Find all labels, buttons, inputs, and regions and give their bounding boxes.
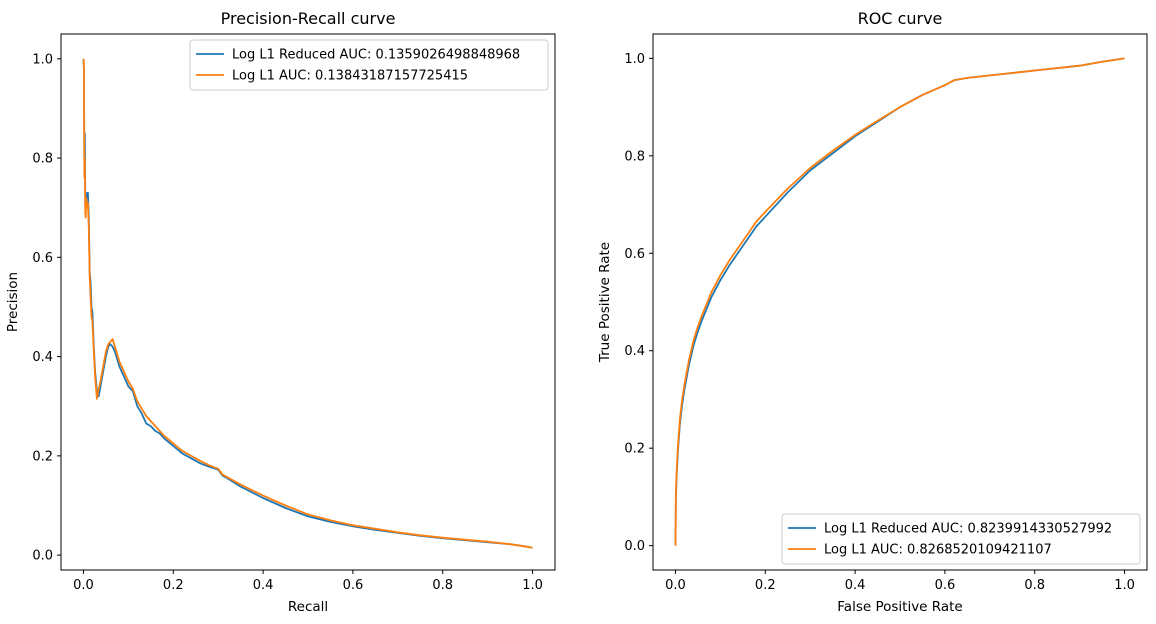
x-tick-label: 0.8 <box>432 578 453 593</box>
y-tick-label: 0.0 <box>32 549 53 564</box>
x-tick-label: 0.6 <box>935 578 956 593</box>
precision-recall-panel: Precision-Recall curve 0.0 0.2 0.4 0.6 0.8 1.0… <box>5 9 556 615</box>
x-tick-label: 0.0 <box>73 578 94 593</box>
x-axis-label: False Positive Rate <box>837 599 962 615</box>
plot-frame <box>652 33 1148 571</box>
series-line-2 <box>674 57 1125 546</box>
series-line-2 <box>82 58 533 549</box>
y-tick-label: 0.6 <box>624 247 645 262</box>
x-tick-label: 0.4 <box>253 578 274 593</box>
x-axis-label: Recall <box>288 599 328 615</box>
y-tick-label: 0.2 <box>624 442 645 457</box>
x-tick-label: 0.2 <box>163 578 184 593</box>
roc-panel: ROC curve 0.0 0.2 0.4 0.6 0.8 1.0 0.0 0.2 0.4 0.6 0… <box>597 9 1148 615</box>
chart-title: ROC curve <box>858 9 943 28</box>
x-tick-label: 1.0 <box>1114 578 1135 593</box>
y-tick-label: 0.4 <box>32 350 53 365</box>
x-tick-label: 1.0 <box>522 578 543 593</box>
y-tick-label: 0.2 <box>32 449 53 464</box>
legend-box <box>781 513 1141 565</box>
legend-label-1: Log L1 Reduced AUC: 0.1359026498848968 <box>232 48 520 63</box>
legend: Log L1 Reduced AUC: 0.1359026498848968 Lo… <box>189 39 549 91</box>
chart-title: Precision-Recall curve <box>221 9 396 28</box>
y-tick-label: 0.8 <box>624 149 645 164</box>
x-tick-label: 0.0 <box>665 578 686 593</box>
y-tick-label: 1.0 <box>32 52 53 67</box>
series-line-1 <box>82 58 533 549</box>
y-axis-label: Precision <box>5 272 21 332</box>
legend-label-2: Log L1 AUC: 0.13843187157725415 <box>232 69 468 84</box>
y-tick-label: 1.0 <box>624 52 645 67</box>
legend: Log L1 Reduced AUC: 0.8239914330527992 Lo… <box>781 513 1141 565</box>
series-line-1 <box>674 57 1125 546</box>
x-tick-label: 0.6 <box>343 578 364 593</box>
legend-label-1: Log L1 Reduced AUC: 0.8239914330527992 <box>824 522 1112 537</box>
y-tick-label: 0.4 <box>624 344 645 359</box>
plot-frame <box>60 33 556 571</box>
legend-box <box>189 39 549 91</box>
y-tick-label: 0.6 <box>32 251 53 266</box>
y-tick-label: 0.8 <box>32 152 53 167</box>
y-tick-label: 0.0 <box>624 539 645 554</box>
y-axis-label: True Positive Rate <box>597 242 613 363</box>
x-tick-label: 0.8 <box>1024 578 1045 593</box>
x-tick-label: 0.4 <box>845 578 866 593</box>
x-tick-label: 0.2 <box>755 578 776 593</box>
legend-label-2: Log L1 AUC: 0.8268520109421107 <box>824 543 1052 558</box>
